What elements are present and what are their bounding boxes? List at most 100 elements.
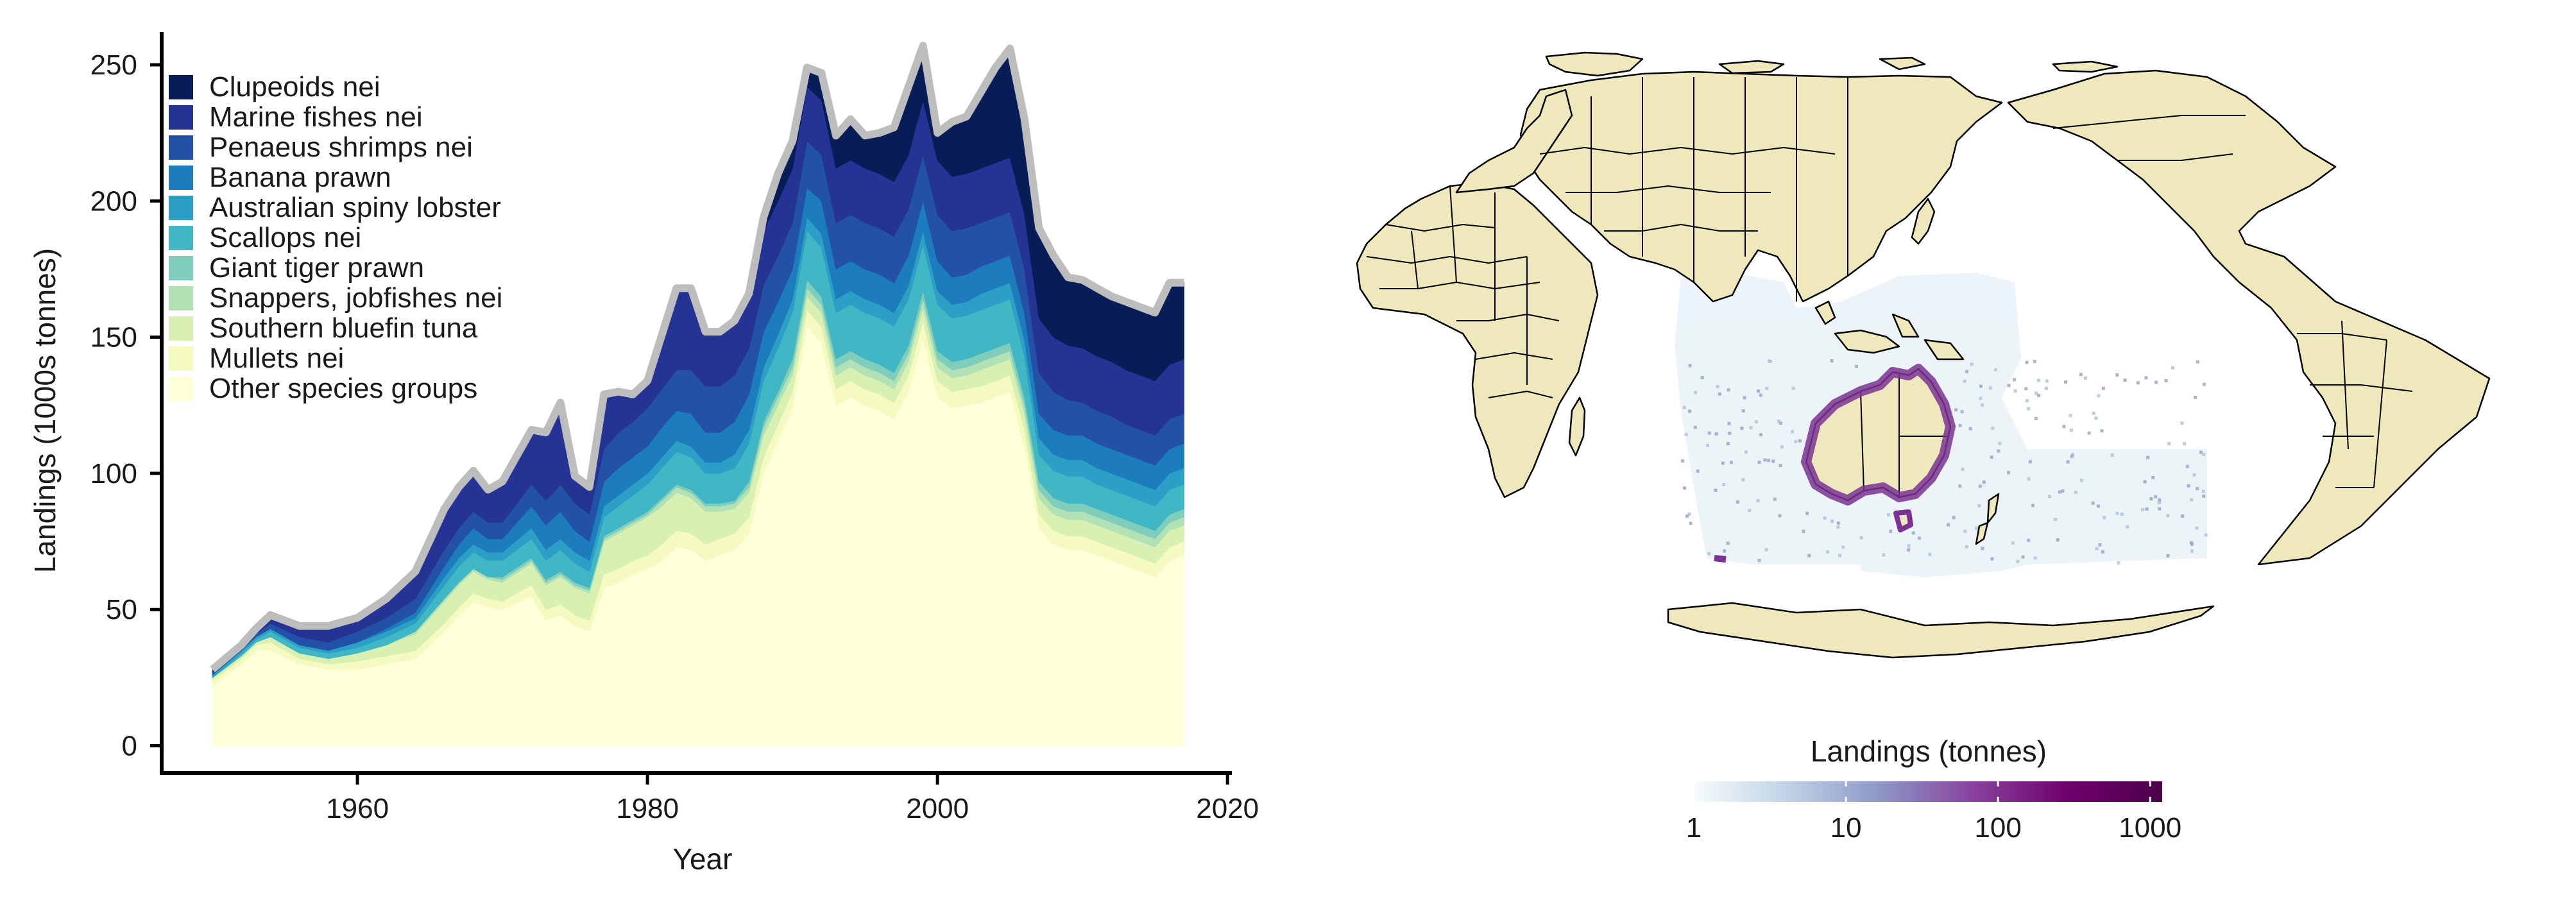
landing-cell [1963, 379, 1966, 383]
legend-label: Southern bluefin tuna [209, 312, 478, 344]
landing-cell [2013, 378, 2016, 382]
land-southeast-asia-islands [1814, 300, 1965, 361]
landing-cell [2091, 501, 2095, 505]
landing-cell [1911, 531, 1915, 535]
legend-label: Marine fishes nei [209, 101, 423, 133]
land-arctic-islands [1718, 56, 2119, 74]
landing-cell [1694, 391, 1697, 395]
landing-cell [2045, 379, 2049, 383]
landing-cell [1741, 478, 1745, 482]
landing-cell [1823, 516, 1827, 520]
landing-cell [2196, 360, 2199, 364]
landing-cell [2025, 361, 2029, 364]
landing-cell [2024, 387, 2028, 391]
legend-label: Giant tiger prawn [209, 252, 424, 284]
landing-cell [1958, 484, 1962, 488]
borders-africa [1366, 185, 1560, 398]
legend-swatch [169, 377, 193, 401]
landing-cell [1723, 549, 1727, 553]
y-tick-label: 250 [90, 49, 137, 81]
landing-cell [1685, 514, 1689, 518]
landing-cell [1714, 488, 1718, 492]
land-europe [1455, 89, 1573, 194]
landing-cell [1791, 386, 1795, 390]
x-tick-label: 2020 [1196, 793, 1259, 824]
borders-americas [2052, 115, 2413, 488]
landing-cell [2061, 489, 2065, 493]
landing-cell [2033, 359, 2036, 363]
landing-cell [2097, 394, 2101, 398]
landing-cell [2181, 514, 2185, 518]
land-japan [1911, 198, 1936, 245]
landing-cell [2110, 454, 2114, 457]
landing-cell [1928, 552, 1932, 556]
landing-cell [1684, 433, 1688, 437]
stacked-area-chart: 0 50 100 150 200 250 1960 1980 2000 2020 Landings… [28, 32, 1259, 876]
landing-cell [1740, 427, 1744, 430]
y-tick-label: 0 [122, 731, 137, 762]
world-map: Landings (tonnes) 1 10 100 1000 [1356, 51, 2491, 844]
legend-swatch [169, 346, 193, 371]
landing-cell [1706, 443, 1710, 447]
landing-cell [2074, 490, 2077, 494]
landing-cell [2167, 442, 2171, 446]
landing-cell [1968, 427, 1972, 430]
landing-cell [1778, 514, 1782, 518]
landing-cell [1756, 499, 1760, 503]
landing-cell [1681, 459, 1685, 463]
landing-cell [2101, 386, 2105, 390]
y-tick-label: 100 [90, 458, 137, 489]
landing-cell [2026, 399, 2029, 403]
colorbar-ticks: 1 10 100 1000 [1686, 781, 2181, 844]
map-colorbar: Landings (tonnes) 1 10 100 1000 [1686, 735, 2181, 844]
legend-label: Australian spiny lobster [209, 192, 501, 223]
landing-cell [2011, 541, 2015, 545]
landing-cell [1688, 409, 1691, 413]
landing-cell [1907, 548, 1911, 552]
landing-cell [1757, 461, 1761, 464]
landing-cell [1963, 529, 1967, 533]
landing-cell [1960, 410, 1964, 414]
legend-swatch [169, 256, 193, 280]
legend-label: Scallops nei [209, 222, 361, 253]
land-masses [1356, 51, 2491, 659]
landing-cell [1728, 431, 1732, 435]
legend-label: Clupeoids nei [209, 71, 380, 103]
landing-cell [2044, 386, 2048, 390]
landing-cell [1736, 500, 1739, 504]
landing-cell [1889, 529, 1893, 533]
landing-cell [1882, 553, 1886, 557]
landing-cell [1780, 445, 1784, 449]
landing-cell [1830, 520, 1834, 523]
landing-cell [2143, 480, 2147, 484]
landing-cell [2062, 425, 2066, 429]
landing-cell [1718, 392, 1721, 396]
landing-cell [1990, 455, 1993, 459]
landing-cell [1836, 522, 1840, 525]
landing-cell [1977, 504, 1981, 507]
landing-cell [2094, 416, 2098, 420]
landing-cell [1979, 396, 1983, 400]
landing-cell [2141, 508, 2144, 512]
landing-cell [2151, 475, 2155, 479]
landing-cell [1727, 421, 1731, 425]
landing-cell [1989, 386, 1992, 390]
legend-label: Penaeus shrimps nei [209, 132, 473, 163]
legend-label: Banana prawn [209, 162, 391, 193]
legend-swatch [169, 226, 193, 250]
landing-cell [1907, 544, 1911, 548]
landing-cell [2192, 473, 2196, 477]
landing-cell [2066, 460, 2070, 464]
legend-swatch [169, 135, 193, 160]
landing-cell [1741, 409, 1745, 413]
landing-cell [1748, 509, 1752, 513]
landing-cell [2120, 513, 2124, 516]
landing-cell [1707, 552, 1711, 556]
landing-cell [1764, 548, 1768, 552]
landing-cell [1798, 439, 1802, 443]
legend-swatch [169, 286, 193, 310]
landing-cell [2190, 542, 2194, 546]
landing-cell [1721, 461, 1725, 465]
landing-cell [2027, 477, 2031, 481]
